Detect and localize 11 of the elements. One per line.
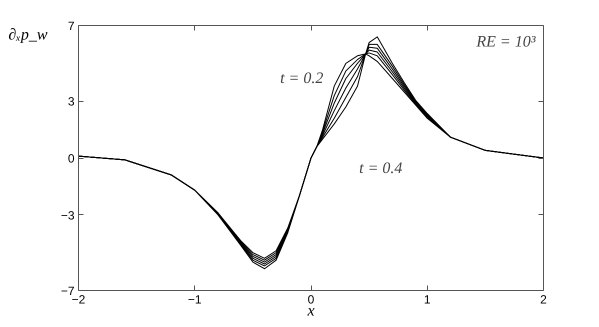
y-tick-label: −3 <box>60 208 75 222</box>
y-axis-title: ∂ₓp_w <box>8 26 48 44</box>
x-tick-label: 2 <box>540 292 548 306</box>
annotation: RE = 10³ <box>475 34 536 50</box>
y-tick-label: 0 <box>68 152 75 166</box>
x-tick-label: 1 <box>424 292 431 306</box>
annotation: t = 0.4 <box>359 160 402 178</box>
y-tick-label: 7 <box>68 19 75 33</box>
x-tick-label: −1 <box>188 292 202 306</box>
annotation: t = 0.2 <box>280 70 324 87</box>
y-tick-label: 3 <box>68 94 75 109</box>
